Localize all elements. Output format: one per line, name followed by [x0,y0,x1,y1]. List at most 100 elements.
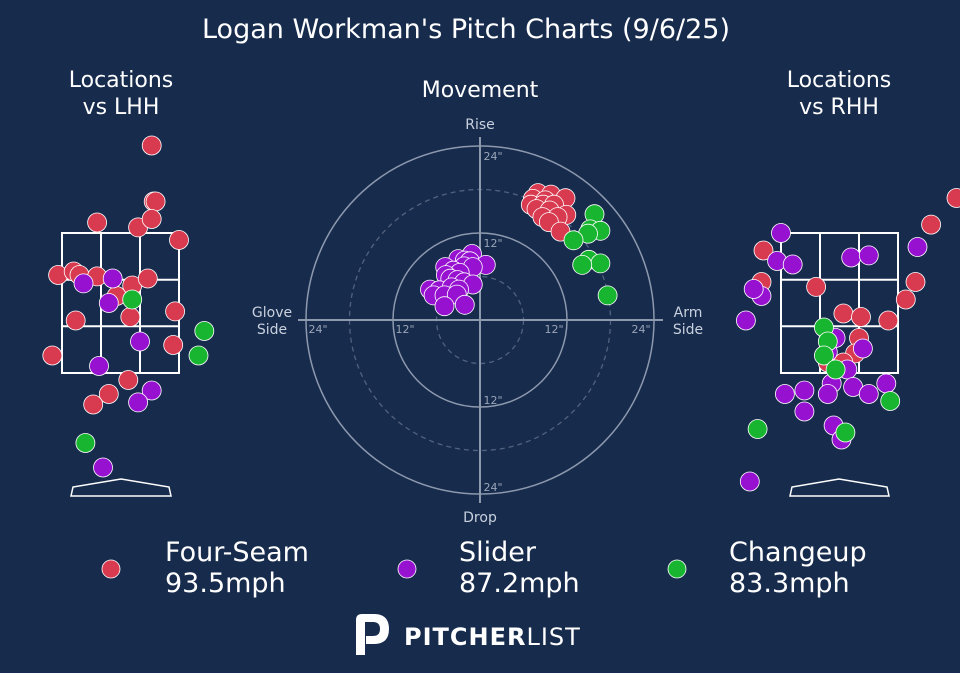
lhh-changeup-dot [188,345,209,366]
lhh-four-seam-dot [165,301,186,322]
lhh-four-seam-dot [118,370,139,390]
movement-ring-label: 24" [631,323,650,336]
rhh-slider-dot [907,237,928,257]
rhh-four-seam-dot [921,214,941,235]
rhh-changeup-dot [814,345,834,366]
rhh-location-panel [736,188,960,497]
lhh-four-seam-dot [42,345,63,366]
rhh-slider-dot [771,223,791,243]
rhh-title-line2: vs RHH [799,95,879,120]
lhh-four-seam-dot [137,268,158,289]
rhh-slider-dot [858,245,879,266]
lhh-slider-dot [73,273,94,294]
movement-slider-dot [434,296,455,317]
lhh-location-panel [42,135,215,497]
rhh-slider-dot [858,384,879,404]
movement-ring-label: 12" [544,323,563,336]
rhh-slider-dot [853,338,873,359]
lhh-four-seam-dot [141,135,162,156]
rhh-four-seam-dot [806,276,826,297]
rhh-changeup-dot [835,422,856,443]
pitcherlist-logo: PITCHERLIST [356,614,581,655]
rhh-home-plate [789,478,890,497]
movement-ring-label: 24" [483,150,502,163]
rhh-changeup-dot [825,359,846,380]
rhh-changeup-dot [880,391,901,411]
lhh-title-line2: vs LHH [83,95,160,120]
rhh-zone-outline [780,232,899,374]
rhh-four-seam-dot [905,272,926,292]
legend-pitch-four-seam: Four-Seam [165,537,309,568]
lhh-home-plate [70,478,172,497]
lhh-four-seam-dot [87,212,107,233]
movement-axis-arm-label: Arm [674,305,703,321]
brand-bold: PITCHER [404,623,526,651]
movement-changeup-dot [572,254,593,275]
movement-changeup-dot [597,285,618,306]
movement-changeup-dot [590,253,611,274]
lhh-slider-dot [130,331,150,352]
rhh-four-seam-dot [946,188,960,208]
legend-velo-slider: 87.2mph [459,568,580,599]
movement-ring-label: 24" [308,323,327,336]
pitcherlist-logo-icon [356,614,389,655]
lhh-slider-dot [98,293,119,313]
chart-title: Logan Workman's Pitch Charts (9/6/25) [202,14,730,45]
rhh-slider-dot [876,373,897,394]
lhh-slider-dot [128,392,149,413]
movement-ring-label: 12" [395,323,414,336]
rhh-four-seam-dot [851,307,871,327]
rhh-slider-dot [794,401,815,422]
legend-velo-four-seam: 93.5mph [165,568,286,599]
lhh-changeup-dot [194,321,215,341]
lhh-slider-dot [141,380,162,401]
lhh-four-seam-dot [65,310,86,331]
rhh-slider-dot [782,254,803,275]
legend-velo-changeup: 83.3mph [729,568,850,599]
lhh-changeup-dot [122,289,143,310]
lhh-pitch-dots [42,135,215,478]
movement-title: Movement [422,78,539,103]
lhh-slider-dot [93,457,113,478]
lhh-changeup-dot [75,433,96,453]
rhh-slider-dot [841,247,862,268]
rhh-slider-dot [736,310,756,331]
lhh-four-seam-dot [98,384,119,404]
rhh-changeup-dot [747,419,768,439]
rhh-four-seam-dot [878,310,899,331]
movement-pitch-dots [420,183,618,317]
lhh-slider-dot [89,356,109,376]
movement-axis-glove-label: Glove [252,305,292,321]
rhh-pitch-dots [736,188,960,492]
rhh-title-line1: Locations [787,68,892,93]
rhh-slider-dot [739,471,760,492]
lhh-four-seam-dot [141,209,162,229]
lhh-four-seam-dot [169,230,189,250]
lhh-slider-dot [102,268,123,289]
legend-pitch-slider: Slider [459,537,537,568]
legend-marker-slider [397,559,417,579]
rhh-four-seam-dot [753,240,774,261]
movement-axis-arm-label: Side [673,322,703,338]
movement-panel: Rise Drop Glove Side Arm Side 24" 12" 12… [252,117,703,526]
brand-wordmark: PITCHERLIST [404,623,581,651]
rhh-slider-dot [794,380,815,401]
movement-changeup-dot [563,230,584,251]
legend-pitch-changeup: Changeup [729,537,867,568]
lhh-title-line1: Locations [69,68,174,93]
rhh-four-seam-dot [833,303,854,324]
movement-ring-label: 24" [483,481,502,494]
movement-slider-dot [454,294,475,315]
lhh-four-seam-dot [163,335,184,355]
legend-marker-changeup [667,559,687,579]
lhh-four-seam-dot [83,394,104,415]
movement-axis-rise-label: Rise [465,117,495,133]
rhh-four-seam-dot [895,289,916,310]
rhh-slider-dot [743,279,764,299]
brand-light: LIST [526,623,580,651]
lhh-four-seam-dot [120,307,141,327]
rhh-slider-dot [775,384,795,404]
rhh-strike-zone [780,232,899,374]
legend: Four-Seam 93.5mph Slider 87.2mph Changeu… [101,537,867,599]
